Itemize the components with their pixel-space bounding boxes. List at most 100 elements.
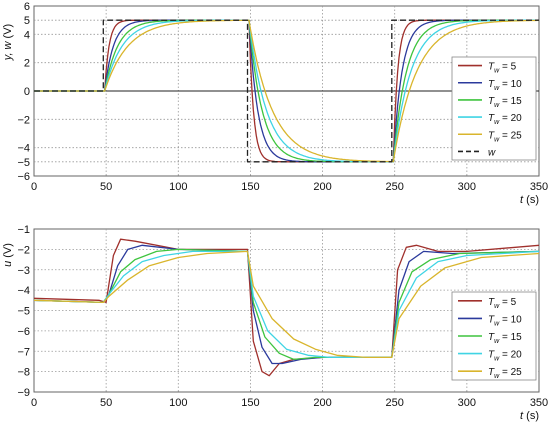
series-line-25 [34,19,539,163]
series-line-15 [34,248,539,361]
series-line-5 [34,238,539,377]
y-tick-label: −1 [17,224,30,236]
legend-label: Tw = 20 [488,113,522,126]
x-tick-label: 100 [169,181,187,193]
x-tick-label: 350 [530,397,548,409]
x-tick-label: 50 [100,397,112,409]
legend-label-value: = 5 [499,62,516,73]
legend-label-value: = 10 [499,79,522,90]
legend-label-var: T [488,332,495,343]
x-tick-label: 150 [241,397,259,409]
legend-label-value: = 5 [499,297,516,308]
y-tick-label: −5 [17,157,30,169]
legend-label-var: T [488,297,495,308]
x-axis-label-unit: (s) [523,410,539,422]
y-tick-label: −6 [17,171,30,183]
top-chart-panel: 0 50 100 150 200 250 300 350 −6 −5 −4 −2 0 2 4 5 6 t (s) y… [2,1,548,206]
series-line-25 [34,250,539,359]
bottom-chart-panel: 0 50 100 150 200 250 300 350 −9 −8 −7 −6 −5 −4 −3 −2 −1 t… [2,224,548,422]
y-tick-label: −2 [17,114,30,126]
series-line-20 [34,250,539,359]
legend-label-value: = 15 [499,332,522,343]
legend-label-var: T [488,130,495,141]
legend-label: Tw = 10 [488,79,522,92]
legend-box [451,56,537,161]
x-axis-label-var: t [520,410,524,422]
legend-label-value: = 20 [499,113,522,124]
legend-label-var: T [488,62,495,73]
legend-label-value: = 25 [499,130,522,141]
legend-label-var: T [488,314,495,325]
y-tick-label: 6 [24,1,30,13]
x-axis-label-var: t [520,194,524,206]
legend-label-var: T [488,367,495,378]
y-axis-label-var: y, w [2,40,14,61]
x-axis-label: t (s) [520,194,539,206]
x-tick-label: 100 [169,397,187,409]
legend-label: Tw = 20 [488,350,522,363]
x-tick-label: 250 [386,397,404,409]
x-tick-label: 350 [530,181,548,193]
series-line-10 [34,244,539,365]
y-tick-label: −5 [17,306,30,318]
legend-label-var: w [488,147,496,158]
y-tick-label: −7 [17,346,30,358]
y-axis-label: y, w (V) [2,24,14,61]
legend-label: Tw = 15 [488,332,522,345]
x-tick-label: 0 [31,397,37,409]
legend-label-value: = 20 [499,350,522,361]
x-tick-label: 50 [100,181,112,193]
y-tick-label: 4 [24,29,30,41]
legend-label-sub: w [494,102,500,109]
legend-label-sub: w [494,338,500,345]
legend-label: Tw = 25 [488,367,522,380]
legend-label-value: = 15 [499,96,522,107]
legend-label: Tw = 10 [488,314,522,327]
legend-label: Tw = 25 [488,130,522,143]
legend-label: w [488,147,496,158]
legend-label-sub: w [494,373,500,380]
y-tick-label: 2 [24,58,30,70]
legend-label-var: T [488,113,495,124]
y-tick-label: −6 [17,326,30,338]
y-tick-label: −8 [17,367,30,379]
x-tick-label: 300 [458,181,476,193]
legend-label-value: = 25 [499,367,522,378]
legend-label-sub: w [494,356,500,363]
x-tick-label: 200 [313,181,331,193]
legend-label-sub: w [494,320,500,327]
x-tick-label: 200 [313,397,331,409]
x-tick-label: 150 [241,181,259,193]
series-group [34,19,539,163]
legend-label-value: = 10 [499,314,522,325]
series-line-20 [34,19,539,163]
y-tick-label: −3 [17,265,30,277]
y-tick-label: 5 [24,15,30,27]
x-axis-label: t (s) [520,410,539,422]
y-tick-label: −2 [17,244,30,256]
series-line-w [34,19,539,163]
y-axis-label-unit: (V) [2,24,14,42]
x-tick-label: 0 [31,181,37,193]
y-tick-label: −4 [17,285,30,297]
y-tick-label: −9 [17,387,30,399]
legend-label-sub: w [494,136,500,143]
legend-label-sub: w [494,119,500,126]
x-tick-label: 300 [458,397,476,409]
x-tick-label: 250 [386,181,404,193]
x-axis-label-unit: (s) [523,194,539,206]
legend-label-sub: w [494,303,500,310]
y-axis-label: u (V) [2,243,14,267]
legend-label-var: T [488,96,495,107]
y-tick-label: −4 [17,143,30,155]
y-axis-label-unit: (V) [2,243,14,261]
series-line-15 [34,19,539,163]
legend-label: Tw = 15 [488,96,522,109]
legend-label-sub: w [494,68,500,75]
legend-label: Tw = 5 [488,297,517,310]
y-axis-label-var: u [2,261,14,267]
legend-label-var: T [488,79,495,90]
